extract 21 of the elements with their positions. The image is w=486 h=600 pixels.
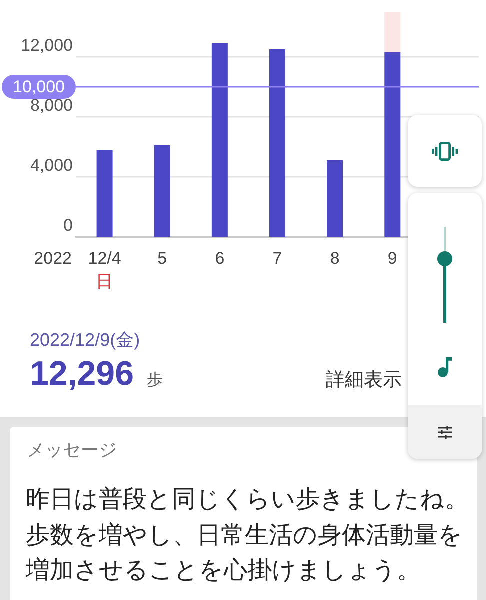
text: 詳細表示 — [326, 370, 402, 393]
x-tick-label: 7 — [272, 249, 282, 268]
x-tick-label: 5 — [158, 249, 168, 268]
ref-line-label: 10,000 — [13, 78, 65, 96]
text: 2022/12/9(金) — [30, 330, 140, 352]
text: 歩数を増やし、日常生活の身体活動量を — [26, 520, 463, 550]
text: メッセージ — [27, 440, 117, 462]
text: 日 — [96, 272, 113, 292]
y-tick-label: 0 — [64, 216, 73, 235]
y-tick-label: 4,000 — [30, 156, 73, 175]
text: 増加させることを心掛けましょう。 — [26, 556, 421, 586]
text: 歩 — [147, 371, 163, 390]
y-tick-label: 8,000 — [30, 96, 73, 115]
x-axis-title: 2022 — [34, 249, 72, 268]
x-tick-label: 8 — [330, 249, 340, 268]
x-tick-label: 9 — [388, 249, 398, 268]
y-tick-label: 12,000 — [21, 36, 73, 55]
text: 12,296 — [30, 354, 134, 395]
text: 昨日は普段と同じくらい歩きましたね。 — [26, 485, 469, 515]
x-tick-label: 12/4 — [88, 249, 122, 268]
x-tick-label: 6 — [215, 249, 225, 268]
